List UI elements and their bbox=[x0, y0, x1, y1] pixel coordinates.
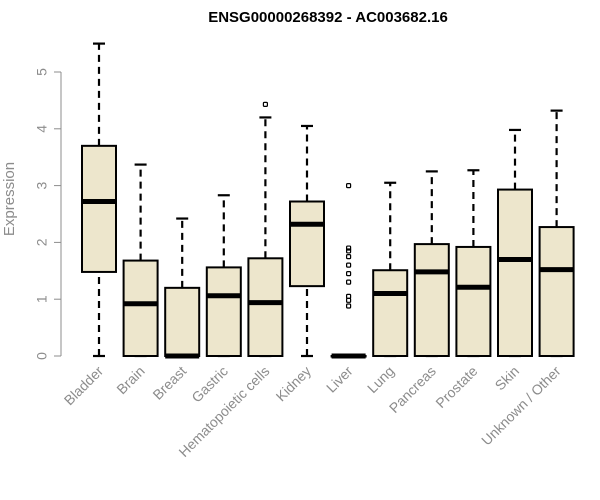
y-tick-label: 1 bbox=[34, 295, 50, 303]
x-tick-label: Brain bbox=[113, 363, 147, 397]
outlier-point bbox=[262, 101, 268, 107]
box-breast bbox=[164, 286, 201, 357]
outlier-point bbox=[346, 254, 352, 260]
y-tick-label: 4 bbox=[34, 125, 50, 133]
box-gastric bbox=[205, 266, 242, 357]
box-unknown-other bbox=[538, 226, 575, 357]
x-tick-label: Liver bbox=[323, 363, 356, 396]
x-tick-label: Kidney bbox=[273, 363, 315, 405]
y-axis: 0 1 2 3 4 5 bbox=[34, 68, 62, 360]
chart-title: ENSG00000268392 - AC003682.16 bbox=[208, 9, 448, 26]
boxes bbox=[81, 42, 575, 359]
outlier-point bbox=[346, 271, 352, 277]
box-hematopoietic-cells bbox=[247, 257, 284, 357]
outlier-point bbox=[346, 303, 352, 309]
x-tick-label: Unknown / Other bbox=[478, 363, 564, 449]
y-tick-label: 0 bbox=[34, 352, 50, 360]
x-tick-label: Breast bbox=[149, 363, 189, 403]
outlier-point bbox=[346, 248, 352, 254]
x-tick-label: Skin bbox=[492, 363, 523, 394]
x-tick-label: Bladder bbox=[61, 363, 107, 409]
box-prostate bbox=[455, 245, 492, 357]
box-pancreas bbox=[413, 243, 450, 357]
outlier-point bbox=[346, 183, 352, 189]
y-tick-label: 3 bbox=[34, 181, 50, 189]
box-brain bbox=[122, 259, 159, 357]
y-tick-label: 5 bbox=[34, 68, 50, 76]
y-tick-label: 2 bbox=[34, 238, 50, 246]
box-skin bbox=[497, 188, 533, 357]
outlier-point bbox=[346, 262, 352, 268]
x-tick-label: Lung bbox=[364, 363, 397, 396]
box-lung bbox=[372, 269, 409, 357]
y-axis-label: Expression bbox=[1, 162, 18, 236]
x-tick-label: Prostate bbox=[432, 363, 480, 411]
outlier-point bbox=[346, 293, 352, 299]
outlier-point bbox=[346, 245, 352, 251]
box-kidney bbox=[289, 200, 325, 288]
box-bladder bbox=[81, 144, 117, 273]
outlier-point bbox=[346, 279, 352, 285]
